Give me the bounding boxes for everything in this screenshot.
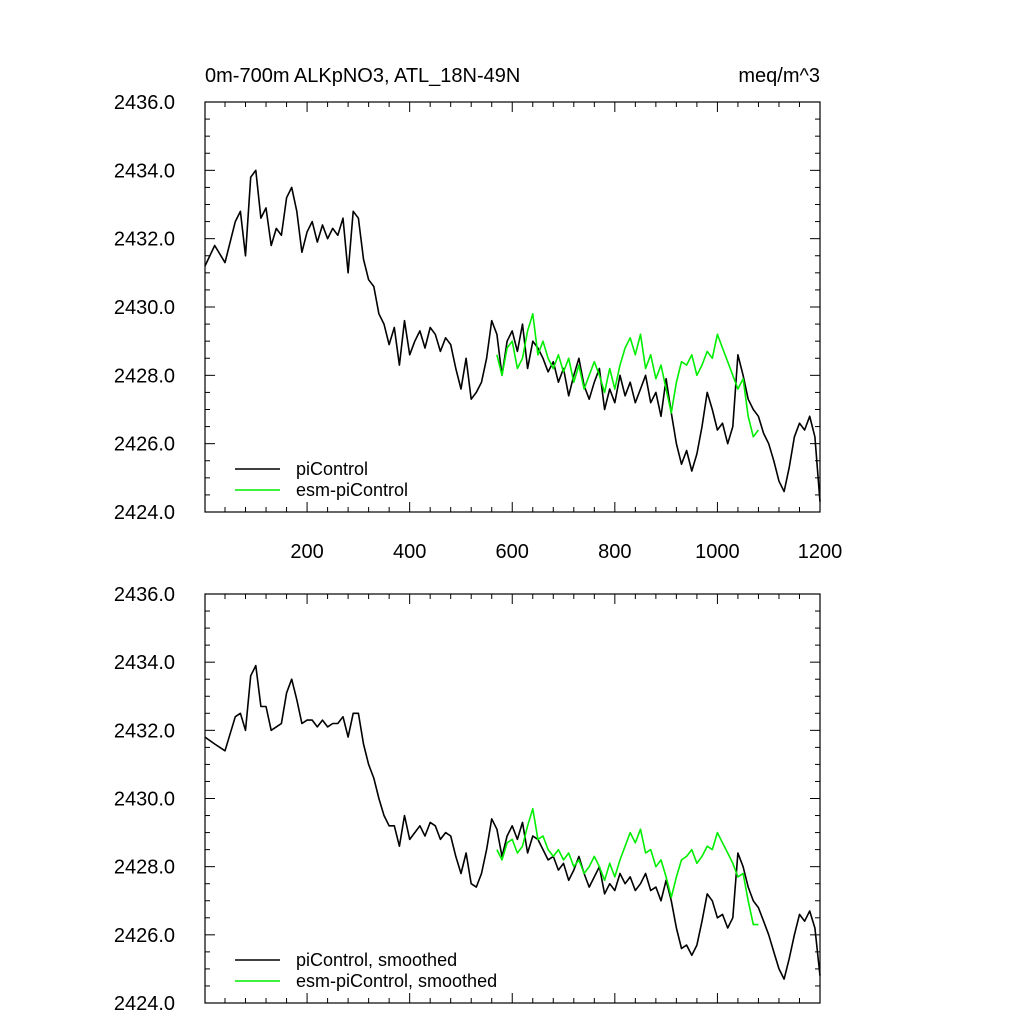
x-tick-label: 400 — [393, 541, 426, 563]
y-tick-label: 2424.0 — [114, 993, 175, 1015]
series-line-esm-picontrol-smoothed — [496, 807, 759, 926]
series-line-esm-picontrol — [496, 312, 760, 438]
legend-label: esm-piControl — [296, 480, 408, 500]
y-tick-label: 2428.0 — [114, 857, 175, 879]
series-line-picontrol-smoothed — [204, 664, 821, 980]
plot-frame — [204, 101, 821, 513]
legend-label: esm-piControl, smoothed — [296, 971, 497, 991]
chart-title: 0m-700m ALKpNO3, ATL_18N-49N — [205, 65, 520, 87]
x-tick-label: 200 — [290, 541, 323, 563]
y-tick-label: 2436.0 — [114, 584, 175, 606]
y-tick-label: 2428.0 — [114, 365, 175, 387]
x-tick-label: 1200 — [798, 541, 843, 563]
legend-label: piControl — [296, 459, 368, 479]
y-tick-label: 2426.0 — [114, 925, 175, 947]
top-panel: 2424.0 2426.0 2428.0 2430.0 2432.0 2434.0 2436… — [114, 92, 842, 563]
series-line-picontrol — [204, 169, 821, 502]
y-tick-label: 2434.0 — [114, 652, 175, 674]
bottom-panel: 2424.0 2426.0 2428.0 2430.0 2432.0 2434.0 2436… — [114, 584, 821, 1015]
y-tick-label: 2434.0 — [114, 160, 175, 182]
plot-frame — [204, 593, 821, 1004]
x-tick-label: 600 — [496, 541, 529, 563]
x-tick-label: 1000 — [695, 541, 740, 563]
x-tick-label: 800 — [598, 541, 631, 563]
y-tick-label: 2426.0 — [114, 434, 175, 456]
y-tick-label: 2436.0 — [114, 92, 175, 114]
y-tick-label: 2424.0 — [114, 502, 175, 524]
y-tick-label: 2430.0 — [114, 789, 175, 811]
units-label: meq/m^3 — [738, 65, 820, 87]
y-tick-label: 2432.0 — [114, 229, 175, 251]
y-tick-label: 2430.0 — [114, 297, 175, 319]
y-tick-label: 2432.0 — [114, 720, 175, 742]
legend-label: piControl, smoothed — [296, 950, 457, 970]
